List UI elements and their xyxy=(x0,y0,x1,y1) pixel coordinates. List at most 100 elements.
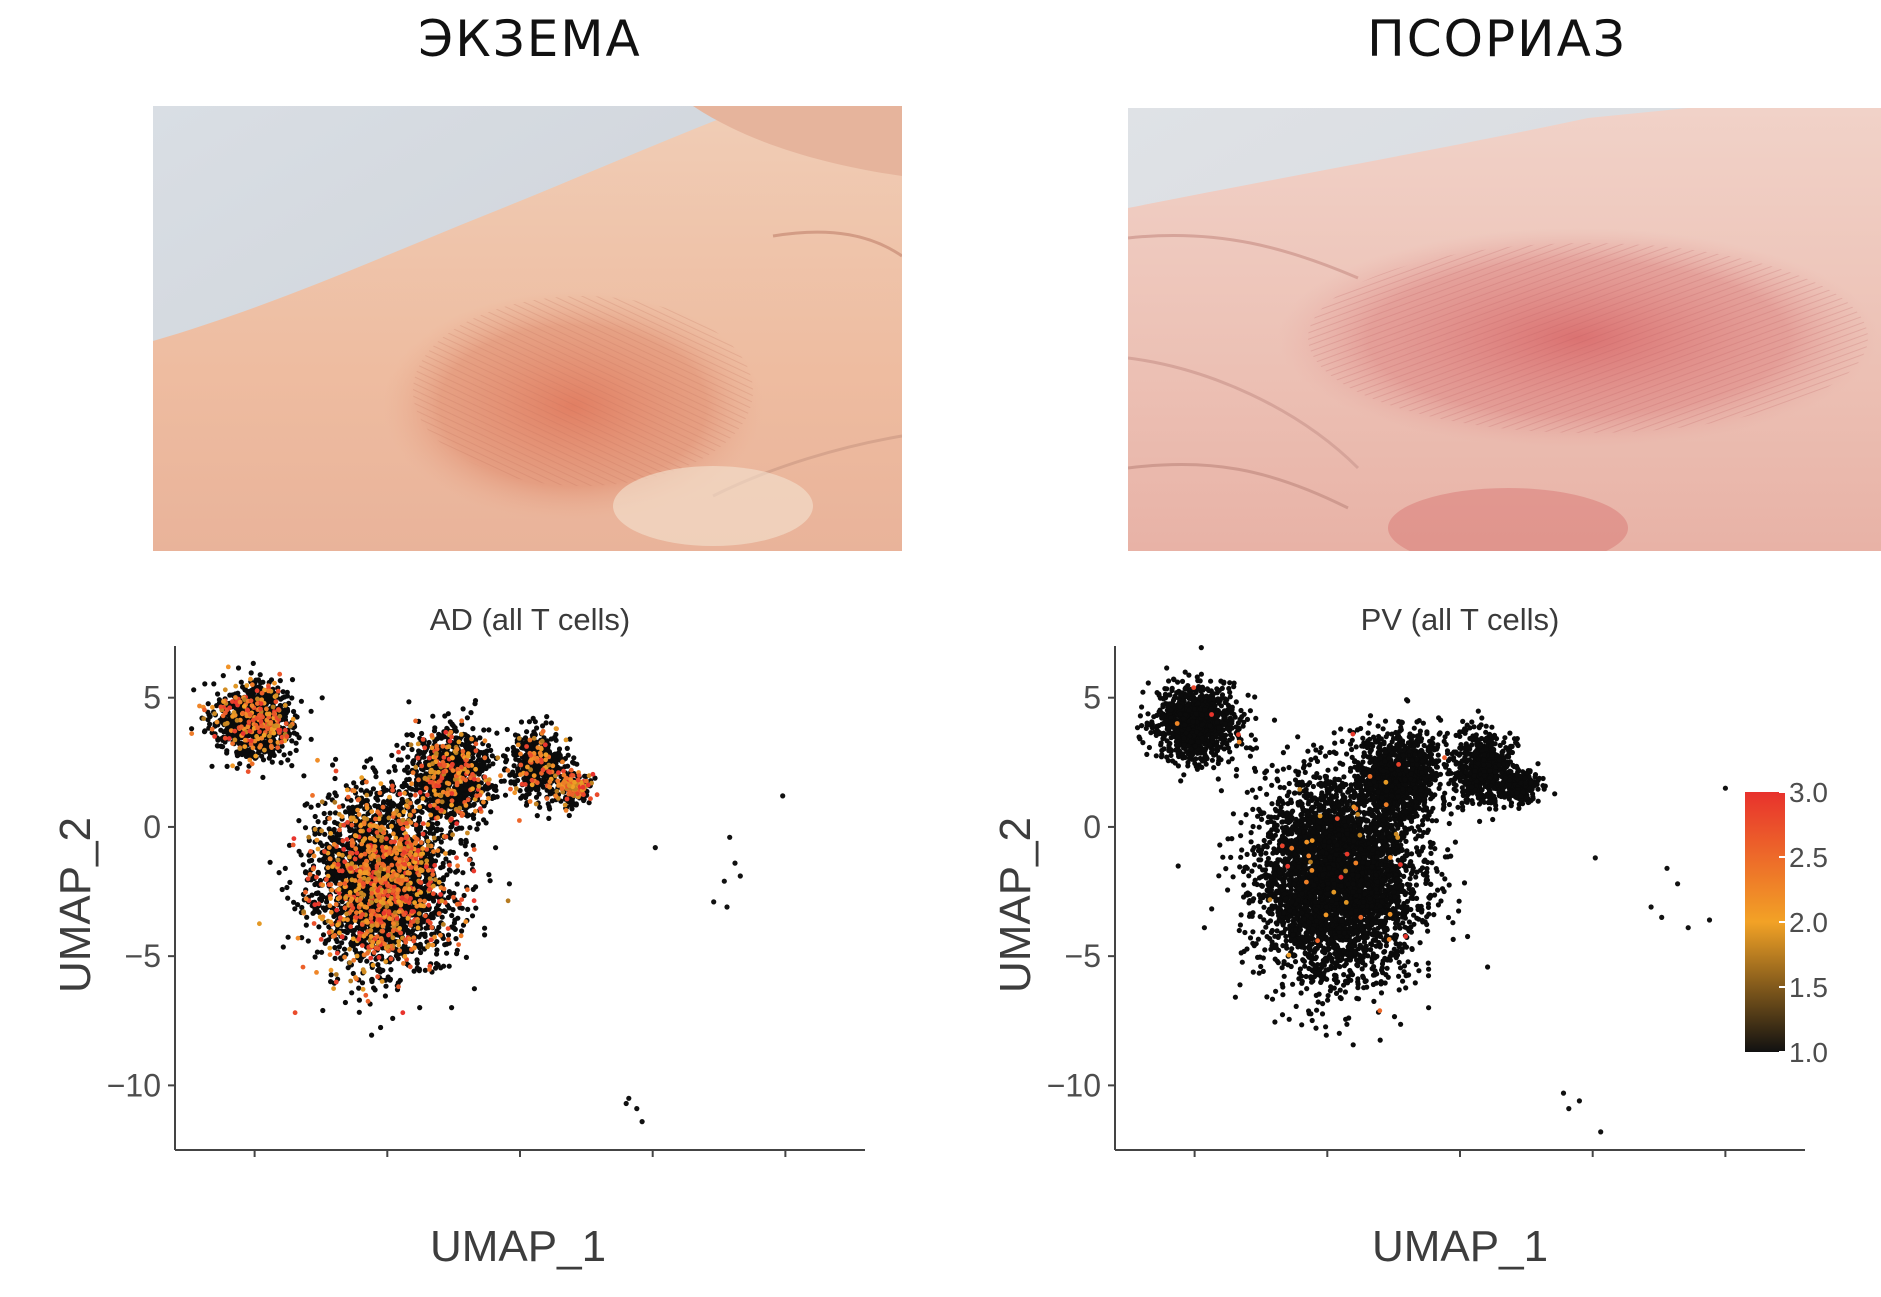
expressing-cell-point xyxy=(319,828,324,834)
cell-point xyxy=(493,845,499,851)
cell-point xyxy=(389,752,395,758)
cell-point xyxy=(420,907,426,913)
cell-point xyxy=(300,862,306,868)
expressing-cell-point xyxy=(348,978,354,984)
expressing-cell-point xyxy=(248,738,254,743)
cell-point xyxy=(334,874,340,880)
expressing-cell-point xyxy=(209,726,215,732)
cell-point xyxy=(456,796,462,802)
expressing-cell-point xyxy=(222,735,228,741)
cell-point xyxy=(205,701,211,707)
cell-point xyxy=(372,987,378,993)
cell-point xyxy=(344,930,350,936)
cell-point xyxy=(412,787,418,793)
cell-point xyxy=(352,947,358,953)
cell-point xyxy=(444,814,450,820)
cell-point xyxy=(259,753,265,759)
cell-point xyxy=(231,724,237,730)
cell-point xyxy=(370,786,376,792)
expressing-cell-point xyxy=(430,891,436,897)
cell-point xyxy=(330,762,336,768)
cell-point xyxy=(304,914,310,920)
cell-point xyxy=(291,708,297,715)
cell-point xyxy=(450,849,456,856)
cell-point xyxy=(323,854,329,860)
expressing-cell-point xyxy=(458,933,464,939)
cell-point xyxy=(569,798,575,804)
expressing-cell-point xyxy=(272,680,277,686)
cell-point xyxy=(459,928,465,934)
cell-point xyxy=(248,670,254,676)
expressing-cell-point xyxy=(420,831,426,837)
expressing-cell-point xyxy=(212,734,218,739)
cell-point xyxy=(294,714,300,720)
expressing-cell-point xyxy=(218,704,224,710)
expressing-cell-point xyxy=(425,838,431,844)
expressing-cell-point xyxy=(273,699,279,705)
expressing-cell-point xyxy=(227,705,233,711)
cell-point xyxy=(335,831,341,837)
cell-point xyxy=(350,943,356,949)
cell-point xyxy=(292,906,298,912)
expressing-cell-point xyxy=(273,693,279,699)
expressing-cell-point xyxy=(364,792,370,798)
cell-point xyxy=(319,695,325,701)
expressing-cell-point xyxy=(455,863,460,869)
expressing-cell-point xyxy=(339,934,345,940)
expressing-cell-point xyxy=(266,688,271,694)
expressing-cell-point xyxy=(450,832,455,838)
cell-point xyxy=(296,818,302,824)
expressing-cell-point xyxy=(347,946,352,952)
psoriasis-hand-image xyxy=(1128,108,1881,551)
cell-point xyxy=(332,955,338,961)
cell-point xyxy=(336,839,342,845)
expressing-cell-point xyxy=(429,925,435,930)
expressing-cell-point xyxy=(258,719,264,724)
eczema-hand-image xyxy=(153,106,902,551)
expressing-cell-point xyxy=(201,716,207,721)
expressing-cell-point xyxy=(269,745,274,750)
cell-point xyxy=(414,965,420,971)
cell-point xyxy=(454,947,460,953)
outlier-point xyxy=(623,1100,629,1107)
expressing-cell-point xyxy=(275,745,281,750)
expressing-cell-point xyxy=(222,687,228,693)
cell-point xyxy=(341,946,348,952)
cell-point xyxy=(321,810,327,817)
expressing-cell-point xyxy=(271,711,277,717)
cell-point xyxy=(439,914,445,920)
cell-point xyxy=(427,827,433,833)
cell-point xyxy=(209,730,215,736)
cell-point xyxy=(415,828,421,834)
cell-point xyxy=(333,793,339,799)
cell-point xyxy=(444,941,450,947)
cell-point xyxy=(353,784,359,790)
cell-point xyxy=(224,763,230,769)
cell-point xyxy=(306,852,312,858)
cell-point xyxy=(345,841,351,847)
expressing-cell-point xyxy=(291,836,297,841)
cell-point xyxy=(400,922,406,928)
expressing-cell-point xyxy=(353,864,358,870)
expressing-cell-point xyxy=(267,733,272,739)
cell-point xyxy=(238,679,244,685)
cell-point xyxy=(234,753,240,759)
expressing-cell-point xyxy=(417,804,423,810)
expressing-cell-point xyxy=(337,827,342,833)
x-tick-label: −10 xyxy=(227,1165,281,1170)
cell-point xyxy=(452,917,458,923)
expressing-cell-point xyxy=(374,934,380,939)
cell-point xyxy=(357,859,363,865)
cell-point xyxy=(189,726,195,732)
cell-point xyxy=(285,757,291,763)
expressing-cell-point xyxy=(407,964,413,970)
expressing-cell-point xyxy=(274,723,279,728)
cell-point xyxy=(291,730,297,736)
cell-point xyxy=(380,800,387,806)
expressing-cell-point xyxy=(383,959,389,964)
cell-point xyxy=(215,743,221,749)
cell-point xyxy=(427,797,433,803)
expressing-cell-point xyxy=(224,720,230,726)
cell-point xyxy=(429,856,435,862)
cell-point xyxy=(420,919,426,925)
